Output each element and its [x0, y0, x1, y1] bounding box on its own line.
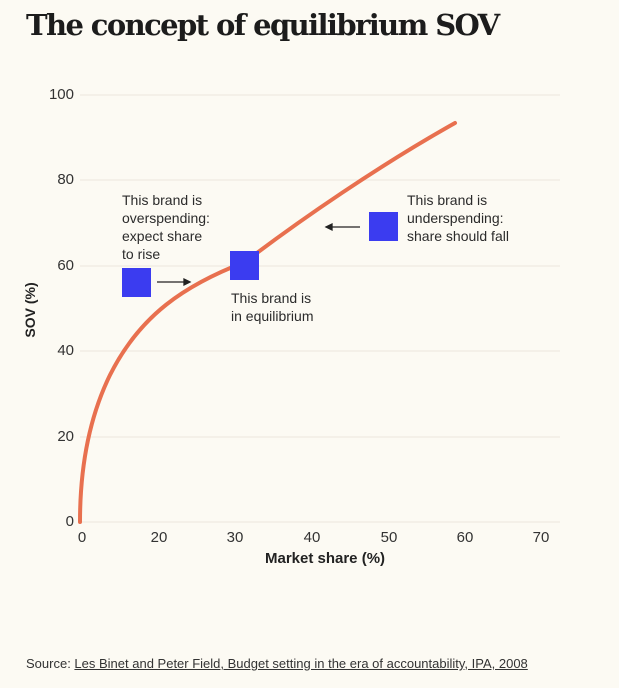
y-tick-40: 40 — [57, 342, 74, 359]
annotation-underspending: This brand is underspending: share shoul… — [407, 192, 509, 244]
x-tick-70: 70 — [532, 529, 550, 546]
source-link[interactable]: Les Binet and Peter Field, Budget settin… — [74, 656, 528, 671]
source-prefix: Source: — [26, 656, 75, 671]
x-axis-label: Market share (%) — [264, 550, 386, 567]
x-tick-0: 0 — [77, 529, 87, 546]
y-tick-60: 60 — [57, 257, 74, 274]
y-tick-0: 0 — [65, 513, 74, 530]
overspending-marker — [122, 268, 151, 297]
x-tick-20: 20 — [150, 529, 168, 546]
x-tick-60: 60 — [456, 529, 474, 546]
arrow-left-icon — [324, 222, 360, 232]
annotation-equilibrium: This brand is in equilibrium — [231, 290, 314, 324]
x-tick-50: 50 — [380, 529, 398, 546]
x-tick-40: 40 — [303, 529, 321, 546]
y-tick-20: 20 — [57, 428, 74, 445]
y-axis-label: SOV (%) — [22, 282, 38, 338]
y-tick-100: 100 — [48, 86, 74, 103]
equilibrium-marker — [230, 251, 259, 280]
chart-title: The concept of equilibrium SOV — [26, 8, 500, 42]
equilibrium-curve — [78, 121, 457, 524]
annotation-overspending: This brand is overspending: expect share… — [122, 192, 210, 262]
x-tick-30: 30 — [226, 529, 244, 546]
underspending-marker — [369, 212, 398, 241]
source-note: Source: Les Binet and Peter Field, Budge… — [26, 656, 528, 671]
gridlines — [80, 94, 560, 523]
arrow-right-icon — [157, 277, 192, 287]
y-tick-80: 80 — [57, 171, 74, 188]
